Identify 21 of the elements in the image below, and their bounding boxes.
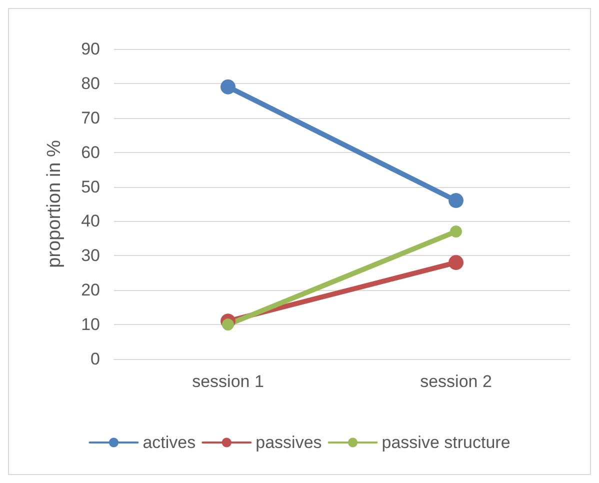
y-tick-label: 70 — [81, 108, 100, 128]
y-tick-label: 60 — [81, 142, 100, 162]
y-tick-label: 50 — [81, 177, 100, 196]
y-tick-label: 40 — [81, 212, 100, 231]
point — [448, 193, 464, 208]
x-tick-label: session 1 — [192, 372, 264, 391]
y-tick-label: 0 — [90, 350, 100, 368]
point — [222, 318, 234, 331]
y-tick-label: 30 — [81, 246, 100, 266]
legend-label: actives — [142, 433, 196, 452]
y-tick-label: 80 — [81, 74, 100, 93]
legend-label: passive structure — [382, 433, 510, 452]
y-axis-title: proportion in % — [44, 140, 65, 268]
y-tick-label: 90 — [81, 40, 100, 58]
point — [450, 226, 462, 238]
y-tick-label: 20 — [81, 280, 100, 300]
x-tick-label: session 2 — [420, 372, 492, 391]
legend-label: passives — [256, 433, 322, 452]
y-tick-label: 10 — [81, 315, 100, 334]
point — [448, 255, 464, 270]
point — [220, 79, 236, 94]
